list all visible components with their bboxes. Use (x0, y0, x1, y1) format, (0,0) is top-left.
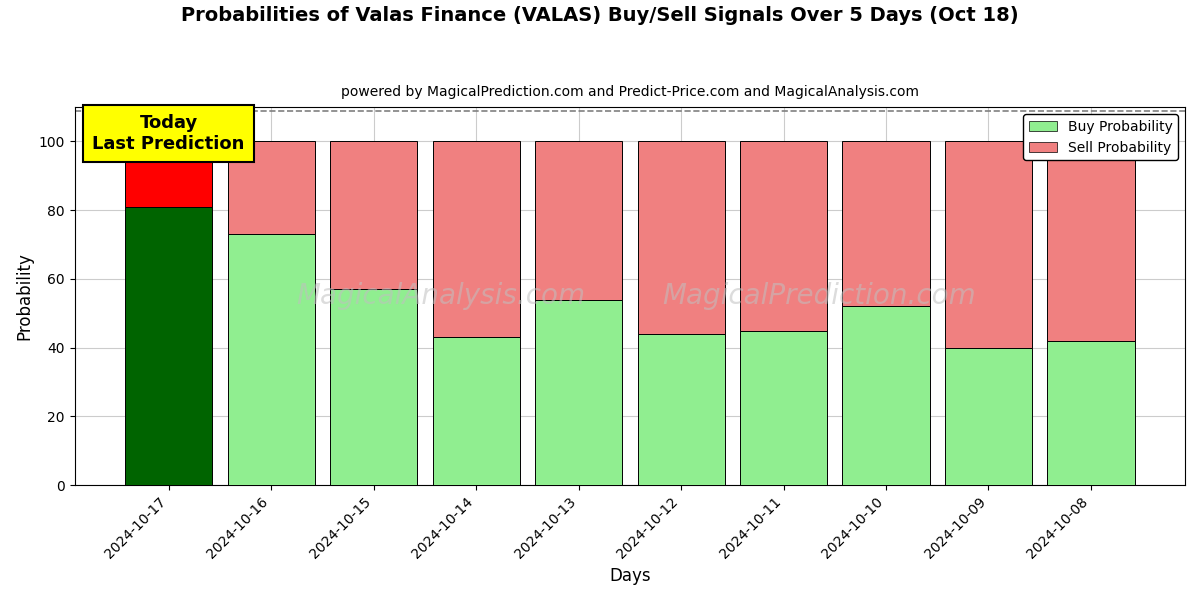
Legend: Buy Probability, Sell Probability: Buy Probability, Sell Probability (1024, 114, 1178, 160)
Bar (432, 337, 520, 485)
Bar (125, 207, 212, 485)
Bar (842, 307, 930, 485)
Bar (228, 142, 314, 234)
Bar (1048, 341, 1134, 485)
Bar (944, 347, 1032, 485)
Title: powered by MagicalPrediction.com and Predict-Price.com and MagicalAnalysis.com: powered by MagicalPrediction.com and Pre… (341, 85, 919, 99)
Bar (740, 142, 827, 331)
Bar (1048, 142, 1134, 341)
X-axis label: Days: Days (610, 567, 650, 585)
Bar (330, 289, 418, 485)
Text: MagicalAnalysis.com: MagicalAnalysis.com (296, 282, 586, 310)
Bar (637, 142, 725, 334)
Text: Probabilities of Valas Finance (VALAS) Buy/Sell Signals Over 5 Days (Oct 18): Probabilities of Valas Finance (VALAS) B… (181, 6, 1019, 25)
Bar (535, 299, 622, 485)
Text: MagicalPrediction.com: MagicalPrediction.com (661, 282, 976, 310)
Bar (535, 142, 622, 299)
Bar (740, 331, 827, 485)
Y-axis label: Probability: Probability (16, 252, 34, 340)
Bar (228, 234, 314, 485)
Bar (125, 142, 212, 207)
Bar (944, 142, 1032, 347)
Bar (842, 142, 930, 307)
Bar (330, 142, 418, 289)
Bar (637, 334, 725, 485)
Text: Today
Last Prediction: Today Last Prediction (92, 114, 245, 153)
Bar (432, 142, 520, 337)
